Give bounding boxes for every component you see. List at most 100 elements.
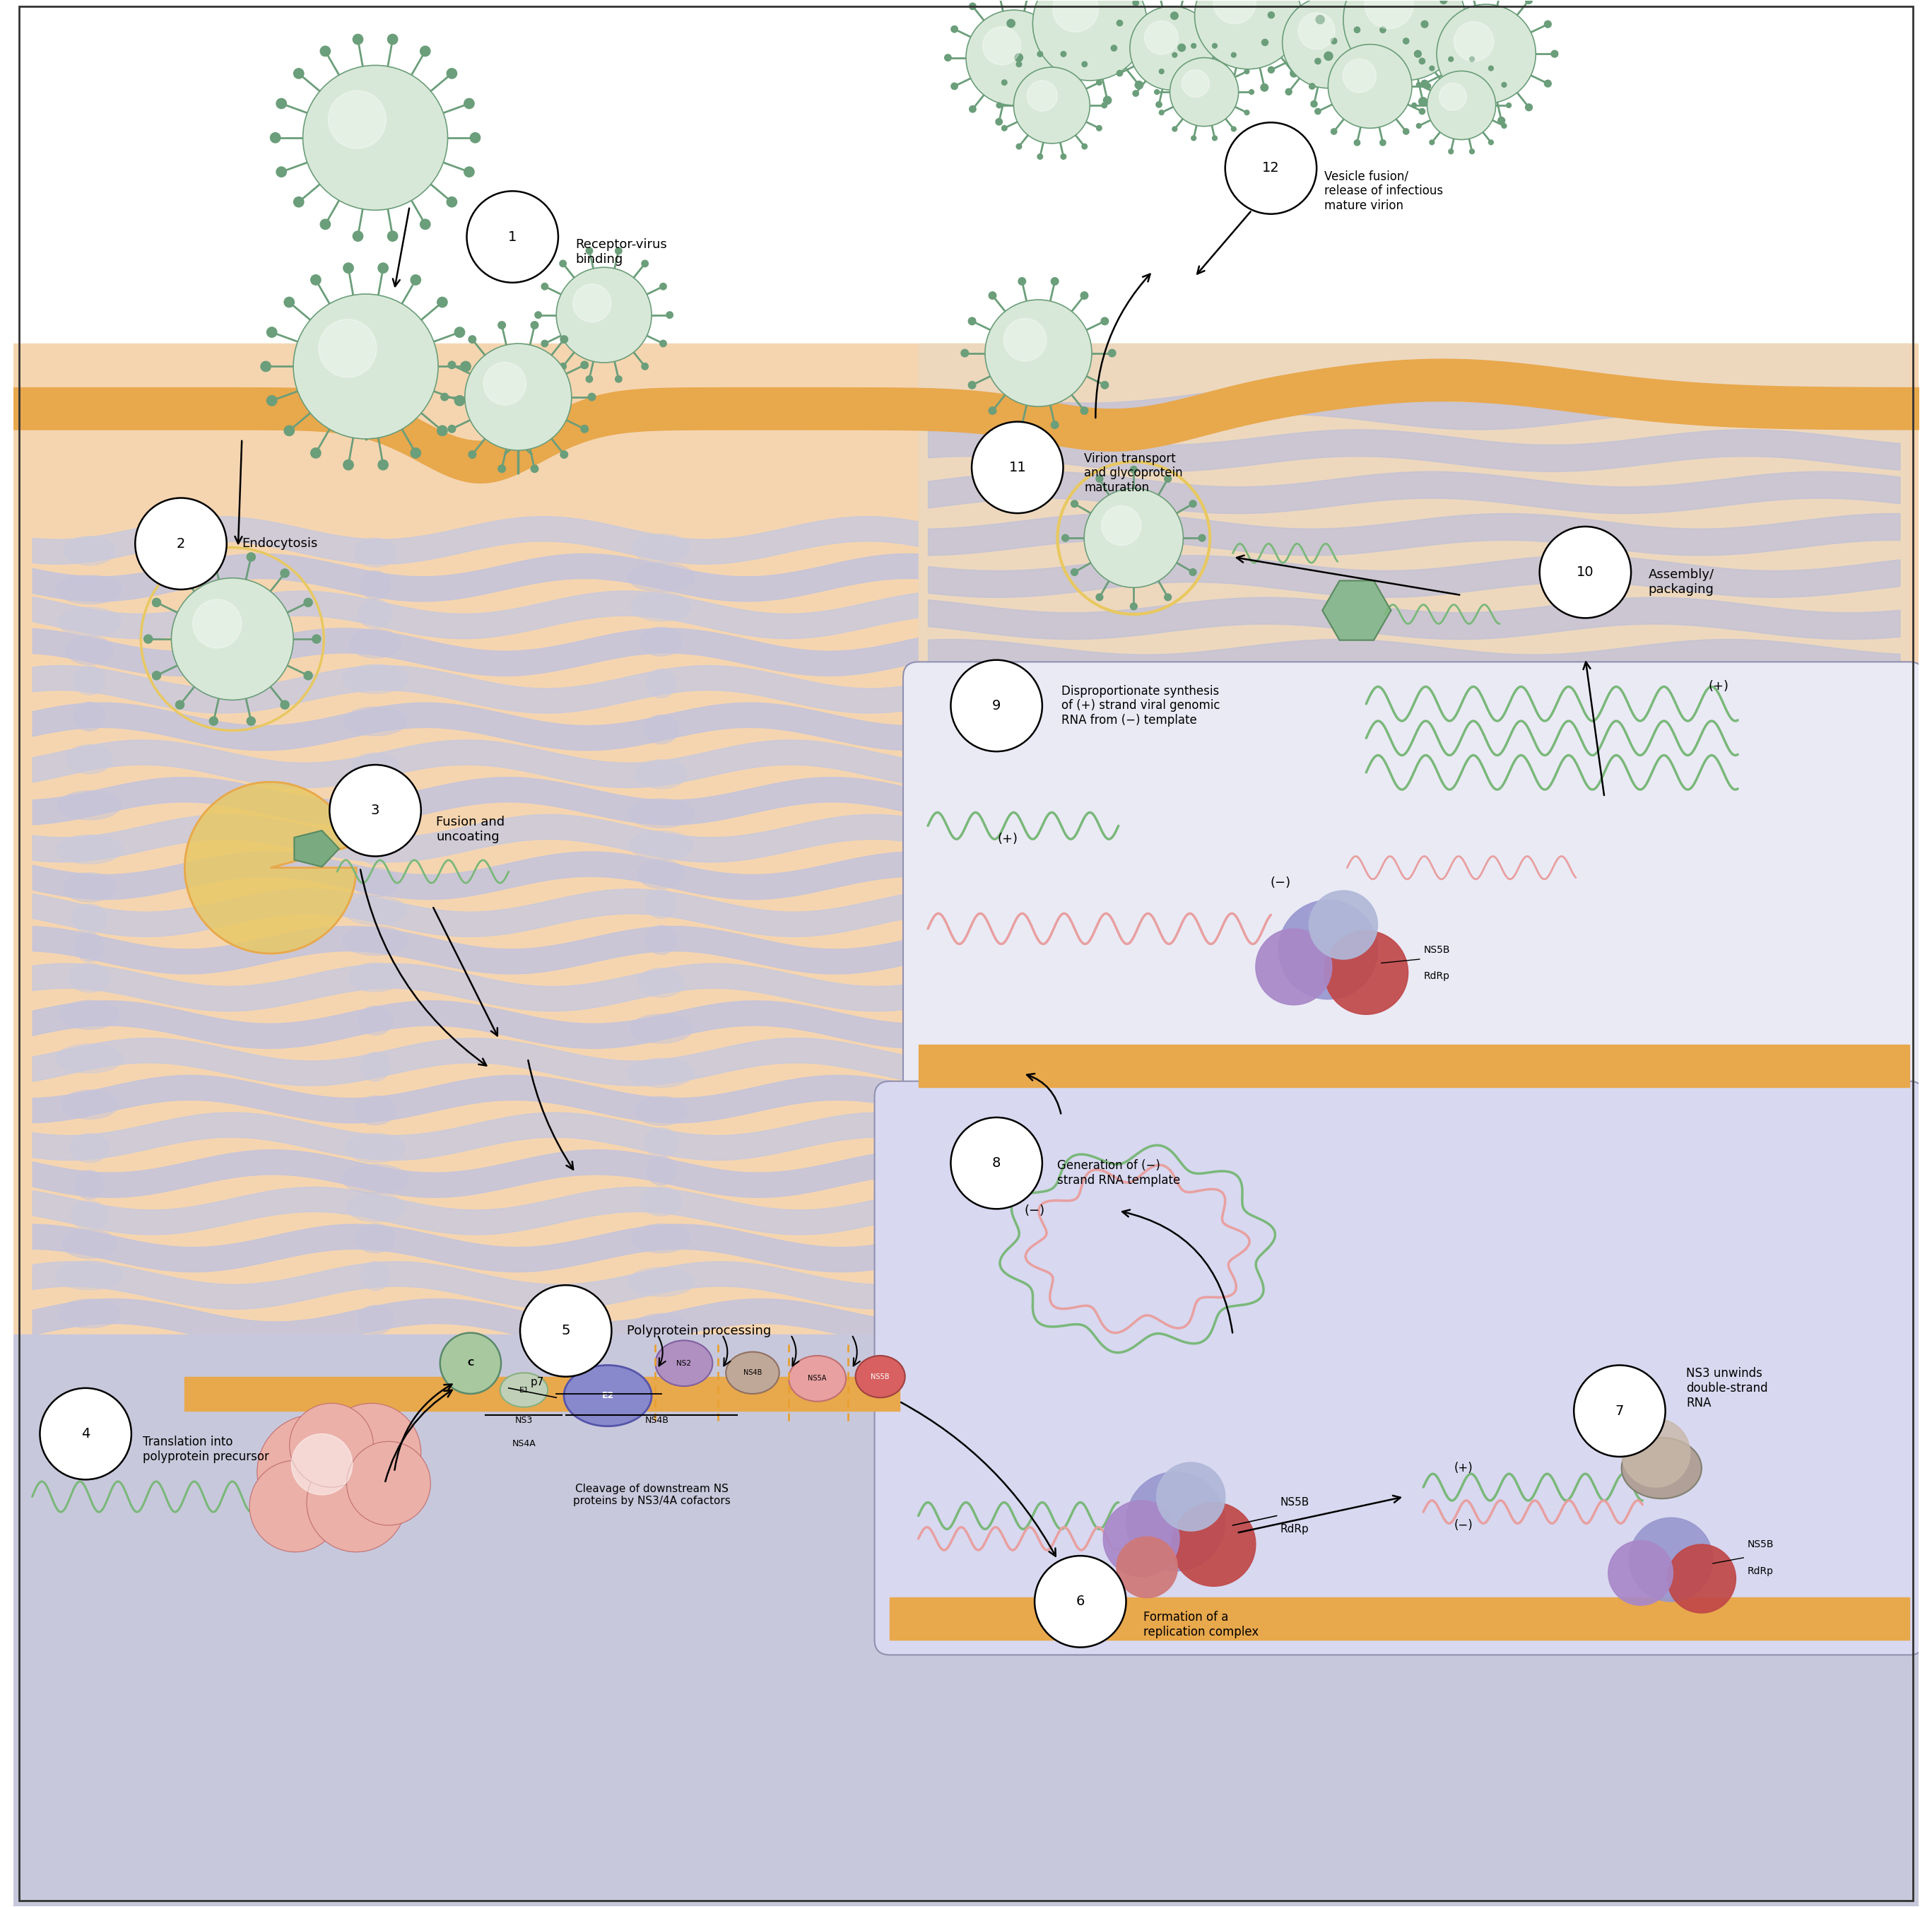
Circle shape — [257, 1415, 371, 1529]
Text: RdRp: RdRp — [1424, 971, 1449, 982]
Text: Formation of a
replication complex: Formation of a replication complex — [1144, 1611, 1258, 1638]
Circle shape — [1507, 103, 1511, 107]
Circle shape — [1198, 69, 1206, 76]
Circle shape — [1173, 1503, 1256, 1587]
Circle shape — [1488, 67, 1493, 71]
Circle shape — [1097, 126, 1101, 132]
Circle shape — [1206, 0, 1211, 6]
Circle shape — [1387, 40, 1395, 46]
Circle shape — [454, 395, 466, 406]
Circle shape — [1256, 929, 1331, 1005]
Circle shape — [1416, 124, 1422, 128]
Ellipse shape — [630, 1015, 692, 1043]
Circle shape — [1229, 84, 1235, 92]
Circle shape — [1070, 82, 1076, 90]
Ellipse shape — [655, 1341, 713, 1386]
Circle shape — [1155, 90, 1159, 93]
Ellipse shape — [344, 896, 406, 925]
Text: NS3 unwinds
double-strand
RNA: NS3 unwinds double-strand RNA — [1687, 1367, 1768, 1409]
Circle shape — [354, 231, 363, 240]
Ellipse shape — [346, 1133, 404, 1163]
Circle shape — [1007, 19, 1014, 27]
Ellipse shape — [933, 795, 962, 824]
Ellipse shape — [350, 629, 402, 658]
Ellipse shape — [359, 835, 390, 864]
Circle shape — [1103, 1501, 1179, 1577]
Circle shape — [344, 263, 354, 273]
Text: NS3: NS3 — [516, 1415, 533, 1425]
Circle shape — [641, 259, 649, 267]
Text: Disproportionate synthesis
of (+) strand viral genomic
RNA from (−) template: Disproportionate synthesis of (+) strand… — [1061, 685, 1219, 727]
Circle shape — [261, 360, 270, 372]
Circle shape — [1171, 57, 1238, 126]
Circle shape — [1037, 82, 1045, 90]
Circle shape — [346, 1442, 431, 1526]
Circle shape — [153, 599, 160, 606]
Circle shape — [1132, 0, 1138, 6]
Circle shape — [1279, 900, 1378, 999]
Circle shape — [1016, 61, 1022, 67]
Circle shape — [560, 259, 566, 267]
Circle shape — [483, 362, 526, 404]
Circle shape — [1310, 891, 1378, 959]
Text: Receptor-virus
binding: Receptor-virus binding — [576, 238, 667, 265]
Circle shape — [1014, 53, 1022, 61]
Circle shape — [1544, 21, 1551, 29]
Text: 5: 5 — [562, 1323, 570, 1337]
Circle shape — [284, 297, 294, 307]
Circle shape — [1155, 101, 1161, 107]
Polygon shape — [918, 1045, 1909, 1087]
Circle shape — [247, 553, 255, 561]
Ellipse shape — [70, 1133, 108, 1163]
Ellipse shape — [71, 1201, 108, 1230]
Circle shape — [344, 460, 354, 469]
Circle shape — [1005, 318, 1047, 360]
Circle shape — [1453, 82, 1461, 90]
Circle shape — [307, 1453, 406, 1552]
Circle shape — [303, 599, 313, 606]
Circle shape — [379, 263, 388, 273]
Circle shape — [667, 311, 672, 318]
Text: Virion transport
and glycoprotein
maturation: Virion transport and glycoprotein matura… — [1084, 452, 1182, 494]
Ellipse shape — [638, 969, 684, 997]
Ellipse shape — [639, 627, 682, 656]
Circle shape — [560, 336, 568, 343]
Circle shape — [303, 65, 448, 210]
Circle shape — [1101, 381, 1109, 389]
Ellipse shape — [70, 963, 110, 992]
Polygon shape — [891, 1598, 1909, 1640]
Circle shape — [1381, 97, 1389, 107]
Circle shape — [1171, 11, 1179, 19]
Ellipse shape — [920, 631, 976, 660]
Ellipse shape — [645, 889, 676, 919]
Circle shape — [1323, 931, 1408, 1015]
Circle shape — [1250, 90, 1254, 93]
Circle shape — [661, 282, 667, 290]
Circle shape — [1117, 21, 1122, 27]
Circle shape — [1211, 44, 1217, 48]
Circle shape — [1179, 44, 1186, 51]
Circle shape — [1318, 11, 1325, 19]
Ellipse shape — [645, 925, 676, 954]
Circle shape — [270, 133, 280, 143]
Ellipse shape — [632, 1224, 690, 1253]
Text: 8: 8 — [993, 1156, 1001, 1169]
Circle shape — [1667, 1545, 1735, 1613]
Circle shape — [1468, 116, 1474, 124]
Ellipse shape — [56, 835, 122, 864]
Ellipse shape — [914, 889, 980, 917]
Ellipse shape — [927, 589, 966, 618]
Ellipse shape — [931, 1060, 962, 1089]
Circle shape — [1159, 111, 1163, 114]
Circle shape — [1267, 11, 1275, 19]
Circle shape — [1126, 1472, 1225, 1571]
Text: (+): (+) — [1453, 1463, 1472, 1474]
Circle shape — [945, 53, 951, 61]
Circle shape — [1068, 95, 1076, 105]
Circle shape — [354, 34, 363, 44]
Circle shape — [1130, 6, 1213, 90]
Circle shape — [951, 82, 958, 90]
Ellipse shape — [929, 824, 964, 852]
Circle shape — [1439, 0, 1447, 4]
Circle shape — [172, 578, 294, 700]
